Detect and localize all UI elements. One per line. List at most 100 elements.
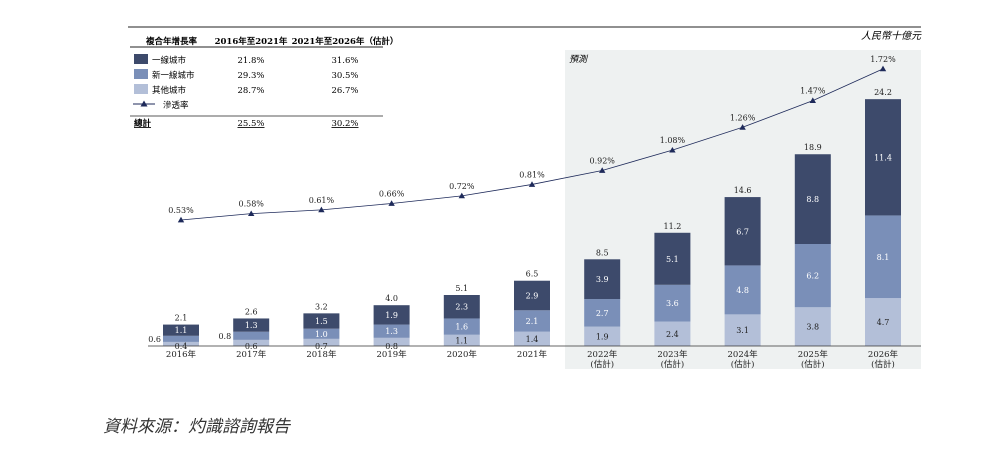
bar-label-other-0: 0.4 <box>175 342 188 351</box>
bar-tier1-3 <box>373 305 410 325</box>
legend-label-penetration: 滲透率 <box>163 100 189 111</box>
bar-label-other-9: 3.8 <box>806 323 819 332</box>
penetration-label-2: 0.61% <box>309 196 335 205</box>
bar-label-tier1-10: 11.4 <box>874 153 892 162</box>
bar-label-other-3: 0.8 <box>385 342 398 351</box>
x-tick-sublabel-8: (估計) <box>731 359 755 370</box>
bar-newtier1-4 <box>443 318 480 335</box>
bar-label-tier1-4: 2.3 <box>455 303 468 312</box>
cagr-other-v2: 26.7% <box>331 86 358 96</box>
penetration-label-8: 1.26% <box>730 113 756 122</box>
bar-label-newtier1-3: 1.3 <box>385 327 398 336</box>
bar-other-3 <box>373 337 410 346</box>
bar-label-other-6: 1.9 <box>596 332 609 341</box>
x-tick-sublabel-9: (估計) <box>801 359 825 370</box>
total-label-3: 4.0 <box>385 294 398 303</box>
bar-other-4 <box>443 334 480 346</box>
bar-newtier1-0 <box>163 335 199 342</box>
bar-tier1-9 <box>794 154 831 244</box>
x-tick-label-0: 2016年 <box>166 349 197 360</box>
legend-label-tier1: 一線城市 <box>152 55 187 66</box>
bar-other-9 <box>794 307 831 346</box>
bar-other-6 <box>584 326 621 346</box>
bar-label-other-1: 0.6 <box>245 342 258 351</box>
total-label-1: 2.6 <box>245 307 258 316</box>
cagr-total-v2: 30.2% <box>331 119 358 129</box>
bar-label-tier1-9: 8.8 <box>806 195 819 204</box>
cagr-newtier1-v2: 30.5% <box>331 71 358 81</box>
penetration-label-9: 1.47% <box>800 87 826 96</box>
total-label-5: 6.5 <box>526 270 539 279</box>
bar-tier1-10 <box>865 99 901 216</box>
x-tick-label-9: 2025年 <box>798 349 829 360</box>
bar-label-newtier1-5: 2.1 <box>526 317 539 326</box>
total-label-9: 18.9 <box>804 143 822 152</box>
penetration-point-1 <box>248 210 255 217</box>
bar-label-other-5: 1.4 <box>526 335 539 344</box>
bar-label-other-7: 2.4 <box>666 330 679 339</box>
x-tick-sublabel-10: (估計) <box>871 359 895 370</box>
legend-label-newtier1: 新一線城市 <box>152 70 195 81</box>
bar-tier1-1 <box>233 318 270 332</box>
bar-other-1 <box>233 339 270 346</box>
cagr-header-period1: 2016年至2021年 <box>215 36 288 47</box>
bar-tier1-2 <box>303 313 340 329</box>
bar-label-newtier1-2: 1.0 <box>315 330 328 339</box>
bar-tier1-8 <box>724 197 761 266</box>
cagr-table: 複合年增長率 2016年至2021年 2021年至2026年（估計） 一線城市 … <box>130 36 398 129</box>
bar-label-newtier1-7: 3.6 <box>666 299 679 308</box>
bar-label-tier1-8: 6.7 <box>736 227 749 236</box>
bar-label-tier1-6: 3.9 <box>596 275 609 284</box>
penetration-point-7 <box>669 146 676 153</box>
unit-label: 人民幣十億元 <box>861 30 922 42</box>
bar-newtier1-9 <box>794 244 831 308</box>
cagr-header-period2: 2021年至2026年（估計） <box>292 36 399 47</box>
x-tick-sublabel-7: (估計) <box>661 359 685 370</box>
total-label-6: 8.5 <box>596 248 609 257</box>
x-tick-label-6: 2022年 <box>587 349 618 360</box>
source-note: 資料來源：灼識諮詢報告 <box>103 417 290 437</box>
cagr-total-label: 總計 <box>134 118 152 129</box>
x-tick-label-5: 2021年 <box>517 349 548 360</box>
penetration-point-2 <box>318 206 325 213</box>
penetration-point-5 <box>528 181 536 187</box>
penetration-point-3 <box>388 200 395 206</box>
x-tick-label-2: 2018年 <box>306 349 337 360</box>
x-tick-label-10: 2026年 <box>868 349 899 360</box>
bar-label-newtier1-10: 8.1 <box>877 253 890 262</box>
bar-label-other-2: 0.7 <box>315 342 328 351</box>
bar-tier1-5 <box>514 280 550 311</box>
bar-newtier1-3 <box>373 324 410 338</box>
x-tick-label-1: 2017年 <box>236 349 267 360</box>
penetration-label-6: 0.92% <box>589 156 615 165</box>
bar-other-7 <box>654 321 691 346</box>
bar-label-other-8: 3.1 <box>736 326 749 335</box>
x-tick-label-3: 2019年 <box>377 349 408 360</box>
bar-label-tier1-3: 1.9 <box>385 311 398 320</box>
legend-marker-penetration <box>140 100 148 107</box>
bar-other-10 <box>865 298 901 346</box>
cagr-header-label: 複合年增長率 <box>145 36 198 47</box>
penetration-point-10 <box>879 65 887 72</box>
cagr-tier1-v2: 31.6% <box>331 56 358 66</box>
x-tick-label-7: 2023年 <box>657 349 688 360</box>
bar-label-tier1-5: 2.9 <box>526 292 539 301</box>
total-label-4: 5.1 <box>455 284 468 293</box>
bar-tier1-6 <box>584 259 621 300</box>
penetration-point-8 <box>739 124 746 130</box>
bar-label-newtier1-6: 2.7 <box>596 309 609 318</box>
bar-other-0 <box>163 341 199 346</box>
penetration-point-4 <box>458 192 465 199</box>
bar-newtier1-7 <box>654 284 691 322</box>
cagr-newtier1-v1: 29.3% <box>237 71 264 81</box>
bar-newtier1-8 <box>724 265 761 315</box>
x-tick-label-8: 2024年 <box>728 349 759 360</box>
total-label-7: 11.2 <box>663 222 681 231</box>
bar-label-other-10: 4.7 <box>877 318 890 327</box>
penetration-label-7: 1.08% <box>660 136 686 145</box>
bar-label-tier1-1: 1.3 <box>245 321 258 330</box>
cagr-other-v1: 28.7% <box>237 86 264 96</box>
legend-swatch-other <box>134 84 148 94</box>
bar-label-other-4: 1.1 <box>455 336 468 345</box>
bar-label-tier1-0: 1.1 <box>175 326 188 335</box>
